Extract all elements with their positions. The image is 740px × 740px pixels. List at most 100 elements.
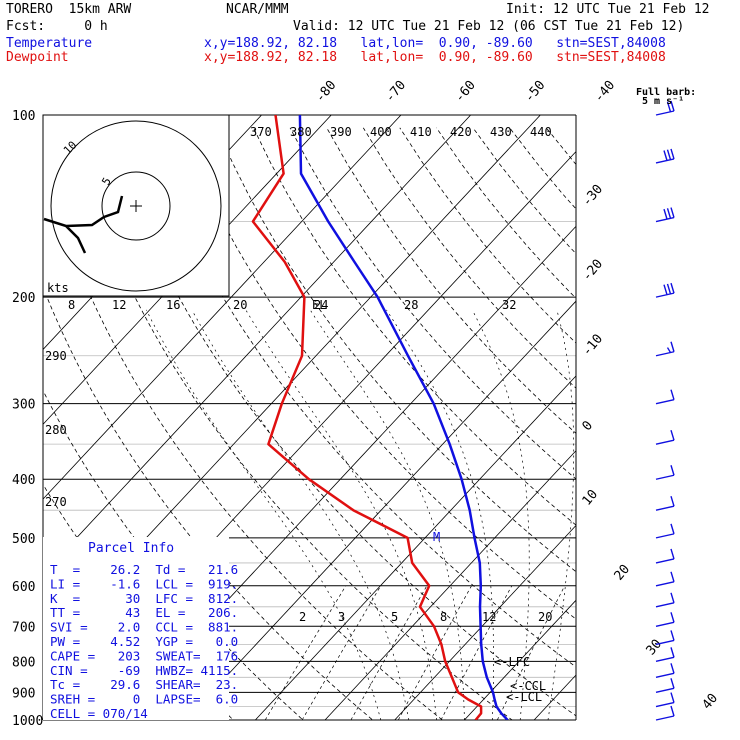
parcel-info-background bbox=[43, 537, 229, 720]
wind-barb-flag bbox=[670, 207, 675, 218]
mixing-ratio-tick-label: 3 bbox=[338, 610, 345, 624]
theta-tick-label: 270 bbox=[45, 495, 67, 509]
theta-tick-label: 390 bbox=[330, 125, 352, 139]
moist-adiabat-line bbox=[245, 309, 437, 720]
wind-barb-staff bbox=[655, 656, 675, 663]
wind-barb-flag bbox=[670, 663, 675, 674]
parcel-info-row: LI = -1.6 LCL = 919. bbox=[50, 576, 238, 591]
wind-barb-staff bbox=[655, 602, 675, 608]
wind-barb-flag bbox=[666, 208, 672, 219]
pressure-tick-label: 300 bbox=[12, 398, 35, 413]
isotherm-tick-label: -30 bbox=[580, 182, 607, 210]
mixing-ratio-tick-label: 8 bbox=[440, 610, 447, 624]
wind-barb-flag bbox=[666, 283, 672, 295]
wind-barb-flag bbox=[666, 149, 672, 160]
dry-adiabat-line bbox=[106, 127, 576, 717]
theta-tick-label: 440 bbox=[530, 125, 552, 139]
full-barb-label: Full barb: bbox=[636, 87, 696, 98]
parcel-info-row: TT = 43 EL = 206. bbox=[50, 605, 238, 620]
isotherm-tick-label: -20 bbox=[580, 257, 607, 285]
hodograph-units-label: kts bbox=[47, 281, 69, 295]
hodograph-ring-label: 20 bbox=[233, 298, 247, 312]
wind-barb-flag bbox=[670, 495, 675, 507]
wind-barb bbox=[655, 523, 675, 539]
parcel-info-title: Parcel Info bbox=[88, 541, 174, 556]
hodograph-ring bbox=[101, 171, 171, 241]
wind-barb-staff bbox=[655, 621, 675, 627]
wind-barb bbox=[655, 429, 675, 445]
wind-barb bbox=[655, 612, 675, 627]
init-time: Init: 12 UTC Tue 21 Feb 12 bbox=[506, 2, 710, 17]
wind-barb-staff bbox=[655, 474, 675, 480]
mixing-ratio-line bbox=[440, 585, 513, 720]
dewpoint-location: x,y=188.92, 82.18 lat,lon= 0.90, -89.60 … bbox=[204, 50, 666, 65]
wind-barb-flag bbox=[670, 571, 675, 582]
pressure-tick-label: 100 bbox=[12, 109, 35, 124]
dry-adiabat-line bbox=[326, 127, 576, 434]
wind-barb-staff bbox=[655, 701, 675, 708]
level-marker-label: <-CCL bbox=[510, 679, 546, 693]
pressure-tick-label: 800 bbox=[12, 655, 35, 670]
mixing-ratio-tick-label: 2 bbox=[299, 610, 306, 624]
isotherm-line bbox=[185, 300, 576, 720]
parcel-info-row: CAPE = 203 SWEAT= 176 bbox=[50, 648, 238, 663]
dry-adiabat-line bbox=[545, 127, 576, 165]
moist-adiabat-line bbox=[145, 309, 382, 720]
hodograph-trace bbox=[43, 195, 124, 254]
hodograph-origin-icon bbox=[130, 200, 142, 212]
wind-barb-staff bbox=[655, 639, 675, 646]
wind-barb-flag bbox=[670, 592, 675, 604]
wind-barb bbox=[655, 341, 675, 357]
wind-barb-flag bbox=[663, 208, 668, 220]
mixing-ratio-line bbox=[496, 585, 566, 720]
pressure-tick-label: 500 bbox=[12, 532, 35, 547]
wind-barb-flag bbox=[670, 548, 675, 560]
wind-barb-staff bbox=[655, 558, 675, 564]
valid-time: Valid: 12 UTC Tue 21 Feb 12 (06 CST Tue … bbox=[293, 19, 685, 34]
wind-barb-flag bbox=[670, 282, 675, 294]
isotherm-tick-label: -80 bbox=[313, 78, 340, 106]
wind-barb bbox=[655, 282, 675, 298]
level-marker-label: EL bbox=[312, 298, 326, 312]
theta-tick-label: 430 bbox=[490, 125, 512, 139]
moist-adiabat-line bbox=[309, 309, 465, 720]
wind-barb-flag bbox=[670, 678, 675, 689]
isotherm-line bbox=[464, 599, 576, 720]
full-barb-units: 5 m s⁻¹ bbox=[642, 96, 684, 107]
wind-barb bbox=[655, 389, 675, 405]
dry-adiabat-line bbox=[619, 128, 740, 733]
theta-tick-label: 290 bbox=[45, 349, 67, 363]
wind-barb-staff bbox=[655, 672, 675, 678]
hodograph-ring-label: 16 bbox=[166, 298, 180, 312]
wind-barb-staff bbox=[655, 158, 675, 164]
parcel-info-row: T = 26.2 Td = 21.6 bbox=[50, 562, 238, 577]
moist-adiabat-line bbox=[471, 309, 530, 720]
dry-adiabat-line bbox=[143, 127, 576, 668]
mixing-ratio-line bbox=[350, 585, 428, 720]
wind-barb-staff bbox=[655, 715, 675, 721]
moist-adiabat-line bbox=[191, 309, 409, 720]
moist-adiabat-line bbox=[547, 309, 575, 720]
isotherm-tick-label: -40 bbox=[592, 78, 619, 106]
wind-barb bbox=[655, 207, 675, 223]
wind-barb bbox=[655, 647, 675, 663]
wind-barb-flag bbox=[666, 347, 672, 353]
isotherm-line bbox=[43, 115, 332, 425]
mixing-ratio-tick-label: 20 bbox=[538, 610, 552, 624]
hodograph-ring-label: 32 bbox=[502, 298, 516, 312]
level-marker-label: <-LCL bbox=[506, 690, 542, 704]
wind-barb-flag bbox=[670, 630, 675, 641]
wind-barb bbox=[655, 465, 675, 480]
wind-barb-flag bbox=[670, 429, 675, 441]
wind-barb-flag bbox=[670, 523, 675, 535]
isotherm-tick-label: 30 bbox=[644, 637, 666, 659]
parcel-info-row: CELL = 070/14 bbox=[50, 706, 148, 721]
theta-tick-label: 410 bbox=[410, 125, 432, 139]
wind-barb-staff bbox=[655, 687, 675, 694]
pressure-tick-label: 400 bbox=[12, 473, 35, 488]
wind-barb-flag bbox=[670, 612, 675, 623]
level-marker-label: <-LFC bbox=[494, 655, 530, 669]
pressure-tick-label: 600 bbox=[12, 580, 35, 595]
wind-barb bbox=[655, 571, 675, 587]
